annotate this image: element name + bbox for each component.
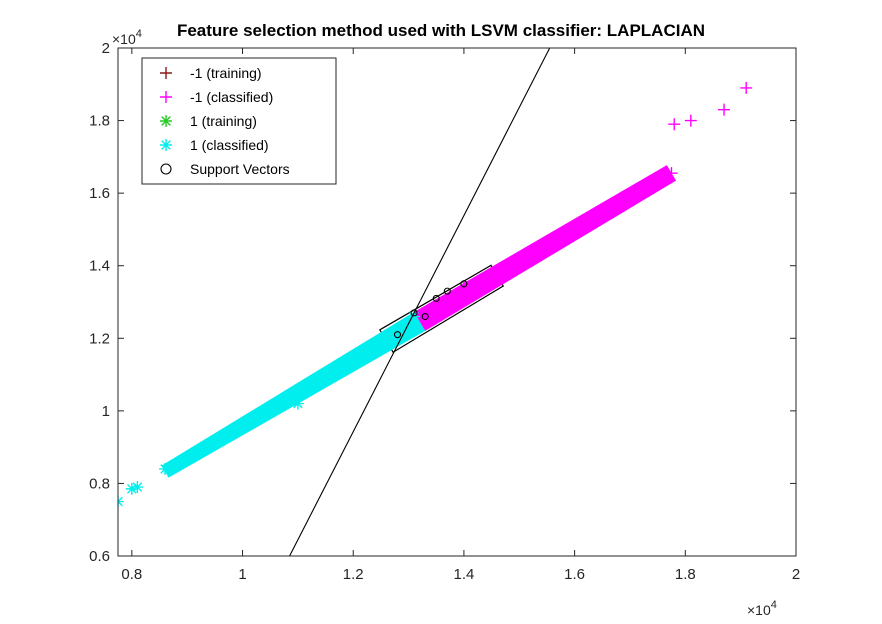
point-class-1 [208,437,221,450]
x-tick-label: 1.8 [675,566,696,583]
y-tick-label: 1.8 [89,113,110,130]
y-exponent-label: ×104 [112,28,142,47]
point-class-minus1 [524,252,537,265]
point-class-1 [408,310,421,323]
point-support-vector [460,280,468,288]
legend-entry: 1 (classified) [160,137,269,153]
point-class-minus1 [590,208,603,221]
plot-area [118,48,753,556]
y-axis: 0.6 0.8 1 1.2 1.4 1.6 1.8 2 [89,40,796,565]
legend-entry: -1 (training) [160,65,262,81]
point-support-vector [393,331,402,339]
legend-entry: 1 (training) [160,113,257,129]
y-tick-label: 1.6 [89,185,110,202]
y-tick-label: 1 [102,403,110,420]
x-tick-label: 1.2 [343,566,364,583]
point-class-minus1 [718,103,731,116]
point-class-1 [236,419,249,432]
point-class-minus1 [635,183,648,196]
point-class-minus1 [457,281,470,294]
point-class-minus1 [480,274,493,287]
x-tick-label: 1.4 [453,566,474,583]
y-tick-label: 0.8 [89,475,110,492]
point-support-vector [443,287,451,295]
decision-boundary-line [289,48,551,556]
point-class-1 [264,404,277,417]
point-class-minus1 [502,263,515,276]
point-class-minus1 [546,237,559,250]
class-minus1-band [414,165,677,331]
legend-label: -1 (classified) [190,89,273,105]
legend-marker [160,67,172,79]
point-class-1 [291,386,304,399]
x-axis: 0.8 1 1.2 1.4 1.6 1.8 2 [121,48,800,583]
legend-marker [160,139,172,151]
point-class-1 [131,481,144,494]
point-class-minus1 [684,114,697,127]
point-class-minus1 [740,81,753,94]
point-class-minus1 [435,296,448,308]
point-class-1 [159,462,172,475]
x-tick-label: 2 [792,566,800,583]
x-tick-label: 0.8 [121,566,142,583]
point-class-1 [319,368,332,381]
legend-marker [160,115,172,127]
point-class-minus1 [668,118,681,131]
legend-marker [160,91,172,103]
legend-label: 1 (classified) [190,137,269,153]
legend-label: -1 (training) [190,65,262,81]
point-class-1 [181,452,194,465]
point-class-1 [347,354,360,367]
point-support-vector [432,294,440,302]
x-exponent-label: ×104 [747,599,777,618]
legend-label: 1 (training) [190,113,257,129]
point-class-1 [374,335,387,348]
y-tick-label: 1.2 [89,330,110,347]
chart-title: Feature selection method used with LSVM … [177,21,705,40]
point-class-minus1 [419,306,432,319]
legend-label: Support Vectors [190,161,290,177]
legend-entry: -1 (classified) [160,89,273,105]
y-tick-label: 1.4 [89,258,110,275]
point-class-minus1 [612,194,625,207]
point-class-1 [125,482,138,495]
legend-marker [160,163,172,175]
point-class-minus1 [651,172,664,185]
legend: -1 (training) -1 (classified) 1 (training)… [141,57,337,185]
legend-box [141,57,337,185]
point-class-1 [291,397,304,410]
point-support-vector [421,312,429,321]
y-tick-label: 2 [102,40,110,57]
y-tick-label: 0.6 [89,548,110,565]
axes-box [117,47,797,557]
x-tick-label: 1 [238,566,246,583]
legend-entry: Support Vectors [160,161,290,177]
point-class-minus1 [665,167,678,180]
point-support-vector [410,309,418,317]
point-class-minus1 [568,223,581,236]
class-1-band [161,311,426,478]
x-tick-label: 1.6 [564,566,585,583]
